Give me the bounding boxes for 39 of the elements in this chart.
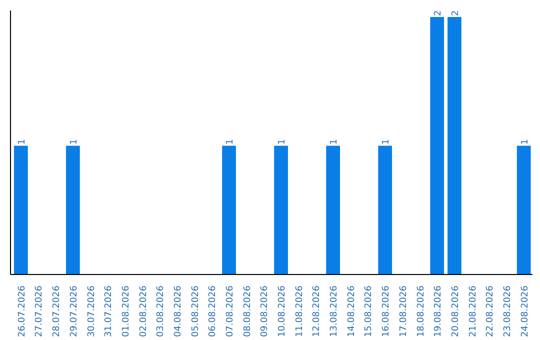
x-tick-label: 07.08.2026 [226,285,236,338]
data-label: 1 [226,138,236,145]
x-tick-label: 18.08.2026 [416,285,426,338]
data-label: 2 [450,10,461,16]
x-tick-label: 28.07.2026 [52,285,62,338]
data-label: 2 [434,10,444,16]
x-tick-label: 30.07.2026 [86,285,97,338]
x-tick-label: 17.08.2026 [398,285,409,338]
x-tick-label: 31.07.2026 [104,285,114,338]
data-label: 1 [69,138,80,145]
x-tick-label: 09.08.2026 [260,285,270,338]
data-label: 1 [278,138,288,145]
x-tick-label: 05.08.2026 [190,285,201,338]
x-tick-label: 10.08.2026 [278,285,288,338]
data-label: 1 [330,138,340,145]
data-label: 1 [17,138,28,145]
x-tick-label: 08.08.2026 [242,285,253,338]
x-tick-label: 12.08.2026 [312,285,322,338]
x-tick-label: 24.08.2026 [520,285,530,338]
x-tick-label: 19.08.2026 [434,285,444,338]
x-tick-label: 15.08.2026 [364,285,374,338]
x-tick-label: 11.08.2026 [294,285,305,338]
x-tick-label: 21.08.2026 [468,285,478,338]
x-tick-label: 13.08.2026 [330,285,340,338]
x-tick-label: 23.08.2026 [502,285,513,338]
x-tick-label: 20.08.2026 [450,285,461,338]
x-tick-label: 29.07.2026 [69,285,80,338]
x-tick-label: 02.08.2026 [138,285,149,338]
data-label: 1 [382,138,392,145]
x-tick-label: 06.08.2026 [208,285,218,338]
x-tick-label: 26.07.2026 [17,285,28,338]
data-label: 1 [520,138,530,145]
x-tick-label: 03.08.2026 [156,285,166,338]
x-tick-label: 16.08.2026 [382,285,392,338]
x-tick-label: 27.07.2026 [34,285,45,338]
x-tick-label: 01.08.2026 [121,285,132,338]
x-tick-label: 04.08.2026 [173,285,184,338]
x-tick-label: 14.08.2026 [346,285,357,338]
x-tick-label: 22.08.2026 [486,285,496,338]
